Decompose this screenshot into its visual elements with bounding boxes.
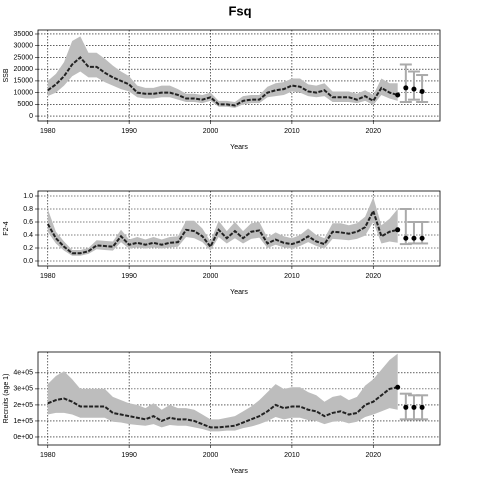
projection-point: [403, 404, 409, 410]
error-bar: [416, 74, 429, 104]
x-tick-label: 1980: [40, 452, 56, 459]
x-axis-label: Years: [230, 144, 248, 151]
error-bar: [399, 63, 412, 104]
y-tick-label: 15000: [14, 78, 34, 85]
y-tick-label: 0.2: [23, 245, 33, 252]
y-axis-label: F2-4: [3, 221, 10, 236]
y-tick-label: 4e+05: [13, 370, 33, 377]
y-tick-label: 25000: [14, 54, 34, 61]
line: [47, 386, 398, 429]
y-tick-label: 5000: [17, 101, 33, 108]
panel: 1980 1990 2000 2010 2020 0e+00 1e+05 2e+05 3e+05…: [3, 351, 441, 475]
x-tick-label: 2000: [203, 273, 219, 280]
x-tick-label: 1980: [40, 273, 56, 280]
x-tick-label: 1990: [121, 273, 137, 280]
x-tick-label: 1990: [121, 128, 137, 135]
figure-title: Fsq: [228, 3, 251, 18]
projection-point: [419, 235, 425, 241]
x-tick-label: 2020: [365, 452, 381, 459]
y-tick-label: 0.4: [23, 232, 33, 239]
y-tick-label: 1.0: [23, 193, 33, 200]
projection-point: [411, 404, 417, 410]
y-tick-label: 0: [29, 113, 33, 120]
plot-frame: [37, 29, 441, 122]
y-tick-label: 20000: [14, 66, 34, 73]
y-tick-label: 10000: [14, 89, 34, 96]
x-axis-label: Years: [230, 289, 248, 296]
panel: 1980 1990 2000 2010 2020 0.0 0.2 0.4 0.6 0.8 1.0 Ye…: [3, 190, 441, 296]
projection-point: [419, 404, 425, 410]
x-axis-label: Years: [230, 468, 248, 475]
y-tick-label: 0e+00: [13, 434, 33, 441]
projection-point: [411, 235, 417, 241]
projection-point: [403, 85, 409, 91]
x-tick-label: 2010: [284, 273, 300, 280]
point: [395, 227, 401, 233]
point: [395, 92, 401, 98]
plot-frame: [37, 190, 441, 267]
x-tick-label: 2010: [284, 452, 300, 459]
y-tick-label: 0.8: [23, 206, 33, 213]
projection-point: [403, 235, 409, 241]
y-axis-label: Recruits (age 1): [3, 374, 10, 424]
error-bar: [407, 70, 420, 101]
x-tick-label: 1990: [121, 452, 137, 459]
x-tick-label: 2020: [365, 273, 381, 280]
x-tick-label: 2000: [203, 452, 219, 459]
line: [46, 208, 398, 255]
projection-point: [419, 88, 425, 94]
point: [395, 384, 401, 390]
x-tick-label: 2020: [365, 128, 381, 135]
y-tick-label: 30000: [14, 43, 34, 50]
plot-frame: [37, 351, 441, 446]
y-tick-label: 0.0: [23, 258, 33, 265]
projection-point: [411, 86, 417, 92]
y-axis-label: SSB: [3, 68, 10, 82]
x-tick-label: 2000: [203, 128, 219, 135]
line: [47, 56, 398, 107]
y-tick-label: 3e+05: [13, 386, 33, 393]
y-tick-label: 1e+05: [13, 418, 33, 425]
panel: 1980 1990 2000 2010 2020 0 5000 10000 15000 20000…: [3, 29, 441, 151]
confidence-band: [47, 353, 398, 432]
confidence-band: [47, 197, 398, 256]
y-tick-label: 35000: [14, 31, 34, 38]
x-tick-label: 2010: [284, 128, 300, 135]
x-tick-label: 1980: [40, 128, 56, 135]
y-tick-label: 0.6: [23, 219, 33, 226]
y-tick-label: 2e+05: [13, 402, 33, 409]
